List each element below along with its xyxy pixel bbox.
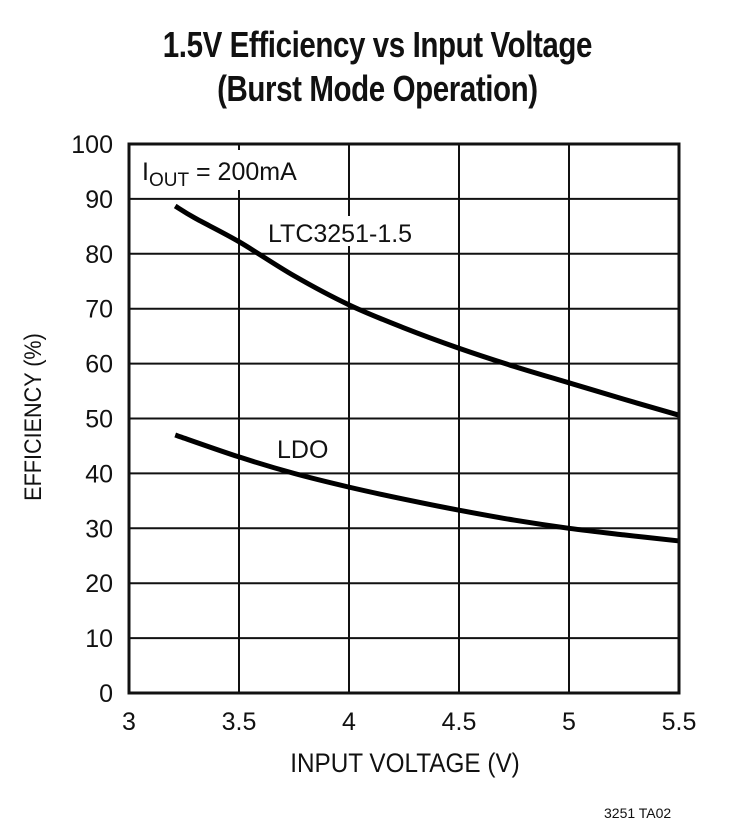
curve-ltc3251-1-5 <box>173 203 680 418</box>
y-tick-label: 40 <box>85 460 113 488</box>
y-tick-label: 60 <box>85 351 113 379</box>
ldo-label-bg <box>274 432 330 462</box>
x-tick-label: 4 <box>342 708 356 736</box>
x-tick-label: 3.5 <box>222 708 257 736</box>
y-tick-label: 100 <box>71 131 113 159</box>
axis-ticks: 3 3.5 4 4.5 5 5.5 0 10 20 30 40 50 60 70 80 90 100 <box>71 131 696 736</box>
curve-ldo <box>174 432 680 544</box>
y-tick-label: 50 <box>85 406 113 434</box>
x-axis-label: INPUT VOLTAGE (V) <box>290 748 520 778</box>
y-tick-label: 10 <box>85 625 113 653</box>
y-tick-label: 0 <box>99 680 113 708</box>
ltc-label-bg <box>264 216 420 246</box>
series-label-ldo: LDO <box>277 436 328 464</box>
iout-annotation: IOUT = 200mA <box>142 158 297 191</box>
x-tick-label: 4.5 <box>442 708 477 736</box>
y-tick-label: 70 <box>85 296 113 324</box>
chart-subtitle: (Burst Mode Operation) <box>217 68 538 109</box>
figure-code: 3251 TA02 <box>604 805 672 821</box>
y-tick-label: 30 <box>85 515 113 543</box>
y-tick-label: 90 <box>85 186 113 214</box>
x-tick-label: 5 <box>562 708 576 736</box>
y-tick-label: 80 <box>85 241 113 269</box>
y-axis-label: EFFICIENCY (%) <box>20 333 47 501</box>
series-label-ltc3251: LTC3251-1.5 <box>268 220 412 248</box>
plot-frame <box>127 142 681 695</box>
data-curves <box>173 203 680 544</box>
chart-title: 1.5V Efficiency vs Input Voltage <box>162 24 593 65</box>
x-tick-label: 3 <box>122 708 136 736</box>
y-tick-label: 20 <box>85 570 113 598</box>
x-tick-label: 5.5 <box>662 708 697 736</box>
annotation-bg <box>138 150 308 190</box>
